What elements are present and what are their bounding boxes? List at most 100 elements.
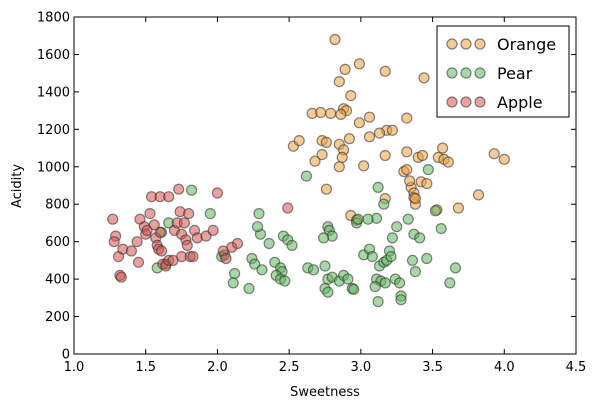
pear-point: [444, 277, 456, 289]
orange-point: [418, 72, 430, 84]
apple-point: [167, 254, 179, 266]
orange-point: [363, 131, 376, 143]
orange-point: [329, 33, 341, 46]
pear-point: [263, 237, 275, 250]
legend-entries: Orange Pear Apple: [446, 35, 556, 112]
orange-point: [437, 142, 449, 154]
orange-point: [309, 155, 321, 167]
apple-point: [187, 251, 199, 263]
pear-point: [378, 198, 390, 210]
apple-point: [125, 245, 137, 257]
legend-marker-pear: [474, 67, 486, 79]
orange-point: [409, 193, 421, 205]
orange-point: [358, 160, 370, 172]
legend-marker-pear: [460, 67, 472, 79]
pear-point: [429, 205, 441, 217]
x-axis-label: Sweetness: [290, 385, 360, 400]
y-tick-label: 1000: [37, 160, 70, 175]
pear-point: [307, 264, 320, 276]
apple-point: [207, 224, 219, 236]
orange-point: [320, 136, 332, 148]
orange-point: [401, 112, 413, 124]
apple-point: [211, 187, 223, 199]
legend-label-apple: Apple: [497, 93, 543, 112]
orange-point: [343, 133, 355, 145]
pear-point: [379, 277, 391, 289]
x-tick-label: 1.5: [135, 360, 156, 375]
apple-point: [231, 237, 244, 250]
x-tick-label: 2.5: [279, 360, 300, 375]
pear-point: [204, 208, 216, 220]
orange-point: [320, 183, 332, 195]
pear-point: [348, 283, 360, 295]
pear-point: [227, 277, 239, 289]
apple-point: [220, 252, 232, 265]
pear-point: [372, 181, 384, 193]
apple-point: [115, 271, 127, 283]
x-tick-label: 4.0: [494, 360, 515, 375]
orange-point: [379, 149, 391, 162]
orange-point: [293, 135, 305, 147]
legend-marker-apple: [474, 96, 486, 108]
y-tick-label: 1600: [37, 48, 70, 63]
apple-point: [154, 226, 166, 238]
y-tick-label: 200: [45, 310, 70, 325]
orange-point: [386, 124, 398, 136]
orange-point: [452, 202, 464, 214]
pear-point: [366, 251, 378, 263]
y-tick-label: 800: [45, 198, 70, 213]
orange-point: [336, 151, 348, 163]
orange-point: [404, 175, 416, 187]
apple-point: [131, 236, 143, 248]
legend-marker-pear: [446, 67, 458, 79]
x-tick-label: 3.0: [351, 360, 372, 375]
plot-frame: [73, 16, 577, 355]
pear-point: [409, 266, 421, 278]
orange-point: [353, 117, 365, 129]
pear-point: [391, 221, 403, 233]
pear-point: [319, 260, 331, 272]
orange-point: [373, 127, 386, 139]
pear-point: [286, 239, 298, 251]
pear-point: [406, 254, 419, 266]
y-tick-label: 0: [62, 348, 70, 363]
apple-point: [148, 219, 160, 231]
apple-point: [144, 208, 156, 220]
apple-point: [108, 236, 120, 248]
apple-point: [173, 183, 185, 195]
apple-point: [132, 256, 145, 268]
y-tick-label: 1200: [37, 123, 70, 138]
orange-point: [363, 111, 376, 123]
x-tick-label: 4.5: [566, 360, 587, 375]
apple-point: [141, 224, 153, 236]
legend-marker-apple: [446, 96, 458, 108]
pear-point: [300, 170, 312, 182]
orange-point: [335, 108, 347, 121]
y-tick-label: 400: [45, 273, 70, 288]
orange-point: [315, 106, 327, 119]
legend-frame: [436, 25, 570, 118]
points-layer: [107, 33, 510, 308]
legend-marker-orange: [474, 38, 486, 50]
orange-point: [472, 189, 485, 201]
x-tick-label: 2.0: [207, 360, 228, 375]
orange-point: [379, 65, 391, 77]
orange-point: [416, 149, 429, 162]
y-axis-label: Acidity: [10, 164, 25, 208]
pear-point: [435, 223, 447, 235]
orange-point: [325, 107, 337, 120]
pear-point: [414, 232, 426, 244]
legend-marker-orange: [446, 38, 458, 50]
apple-point: [163, 191, 175, 203]
pear-point: [362, 213, 374, 225]
pear-point: [422, 164, 434, 176]
pear-point: [352, 213, 364, 225]
orange-point: [401, 146, 413, 158]
pear-point: [318, 232, 330, 244]
apple-point: [200, 230, 212, 242]
pear-point: [229, 267, 241, 280]
orange-point: [333, 161, 345, 173]
pear-point: [279, 275, 291, 287]
y-tick-label: 1800: [37, 11, 70, 26]
orange-point: [498, 153, 510, 165]
